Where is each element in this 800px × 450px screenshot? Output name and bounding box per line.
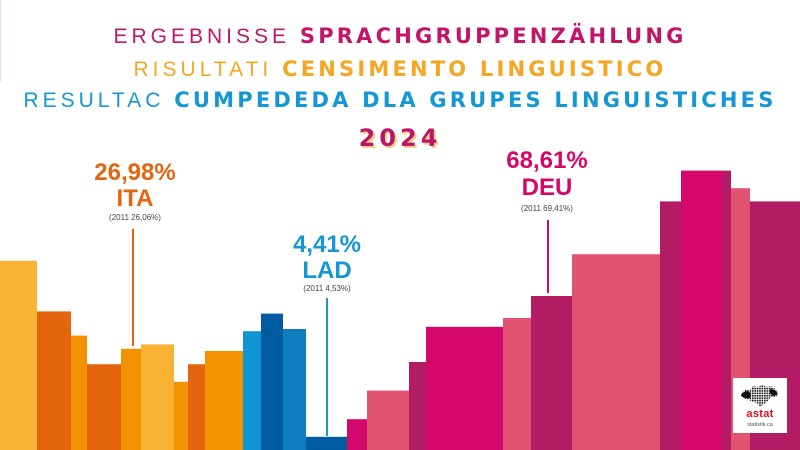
bar-lad-11 [283,329,306,450]
bar-deu-19 [572,254,660,450]
astat-logo[interactable]: astat statistik.ca [733,378,787,433]
title-italian-light: RISULTATI [133,58,273,81]
bar-ita-3 [87,364,121,450]
bar-deu-17 [503,318,531,450]
lad-percentage: 4,41% [292,231,362,258]
bar-deu-16 [426,326,503,450]
bar-deu-21 [681,170,722,450]
frame-edge [0,0,1,82]
title-italian-bold: CENSIMENTO LINGUISTICO [282,57,667,81]
ita-label: ITA [116,185,154,212]
bar-lad-12 [306,436,347,450]
lad-label: LAD [302,257,352,284]
bar-deu-15 [409,362,426,450]
ita-previous: (2011 26,06%) [109,213,161,222]
title-german-light: ERGEBNISSE [113,25,290,48]
logo-name: astat [746,408,774,420]
bar-ita-6 [174,381,188,450]
bar-deu-20 [660,201,681,450]
logo-url: statistik.ca [747,422,773,428]
ita-percentage: 26,98% [94,159,176,186]
bar-deu-18 [531,296,572,450]
deu-percentage: 68,61% [506,147,588,174]
title-german-bold: SPRACHGRUPPENZÄHLUNG [299,24,687,48]
bar-ita-1 [37,311,71,450]
bar-ita-8 [205,351,243,450]
bar-deu-14 [367,390,409,450]
bar-ita-4 [121,348,141,450]
bar-ita-7 [188,364,205,450]
title-german: ERGEBNISSE SPRACHGRUPPENZÄHLUNG [0,24,800,49]
title-ladin: RESULTAC CUMPEDEDA DLA GRUPES LINGUISTIC… [0,88,800,113]
year-label: 2024 [358,124,442,152]
bar-lad-10 [261,313,283,450]
bar-ita-0 [0,260,37,450]
lad-previous: (2011 4,53%) [303,284,351,293]
bar-deu-13 [347,419,367,450]
title-italian: RISULTATI CENSIMENTO LINGUISTICO [0,57,800,82]
bar-ita-2 [71,335,87,450]
deu-label: DEU [521,174,573,201]
bar-deu-22 [722,170,731,450]
title-ladin-bold: CUMPEDEDA DLA GRUPES LINGUISTICHES [174,88,777,112]
deu-previous: (2011 69,41%) [521,204,573,213]
region-map-icon [741,385,778,407]
title-ladin-light: RESULTAC [23,89,165,112]
bar-ita-5 [141,344,174,450]
bar-lad-9 [243,331,261,450]
